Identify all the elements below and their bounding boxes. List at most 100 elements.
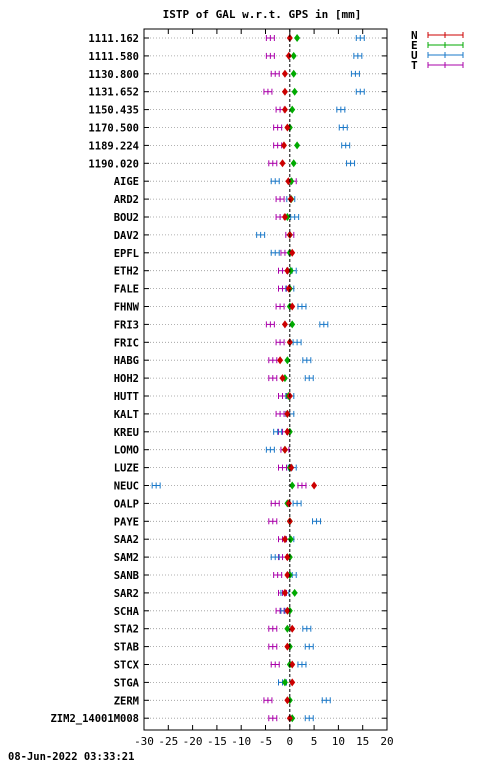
point-E xyxy=(287,266,294,275)
point-N xyxy=(281,105,288,114)
point-N xyxy=(279,374,286,383)
point-E xyxy=(281,678,288,687)
point-N xyxy=(284,427,291,436)
station-label: HOH2 xyxy=(114,373,139,385)
point-U xyxy=(350,70,360,77)
station-label: 1189.224 xyxy=(88,140,139,152)
station-label: 1190.020 xyxy=(88,158,139,170)
station-label: SAA2 xyxy=(114,534,139,546)
legend-swatch xyxy=(427,32,464,38)
point-N xyxy=(281,445,288,454)
point-N xyxy=(281,213,288,221)
point-N xyxy=(284,123,291,132)
x-tick-label: -20 xyxy=(183,735,203,748)
point-N xyxy=(289,624,296,633)
station-label: ZIM2_14001M008 xyxy=(50,713,139,725)
point-T xyxy=(265,35,275,41)
point-E xyxy=(287,535,294,544)
station-label: 1130.800 xyxy=(88,69,139,81)
point-U xyxy=(338,124,348,131)
station-label: HUTT xyxy=(114,391,139,403)
point-T xyxy=(263,697,273,704)
station-label: ARD2 xyxy=(114,194,139,206)
point-U xyxy=(270,249,280,256)
station-label: SANB xyxy=(114,570,139,582)
point-T xyxy=(275,410,285,417)
point-U xyxy=(302,625,312,632)
station-label: SAM2 xyxy=(114,552,139,564)
point-T xyxy=(263,88,273,95)
point-E xyxy=(290,159,297,168)
point-N xyxy=(281,87,288,96)
point-T xyxy=(270,70,280,77)
station-label: NEUC xyxy=(114,481,139,493)
legend-label: T xyxy=(411,59,418,72)
x-tick-label: -30 xyxy=(134,735,154,748)
point-U xyxy=(346,160,356,167)
station-label: PAYE xyxy=(114,516,139,528)
chart-title: ISTP of GAL w.r.t. GPS in [mm] xyxy=(163,8,362,21)
point-U xyxy=(304,375,314,382)
point-T xyxy=(297,482,307,489)
point-U xyxy=(151,482,161,489)
x-tick-label: -10 xyxy=(231,735,251,748)
point-E xyxy=(289,320,296,329)
point-N xyxy=(285,499,292,508)
x-tick-label: -25 xyxy=(158,735,178,748)
grid xyxy=(144,37,387,719)
point-N xyxy=(289,678,296,687)
point-T xyxy=(275,339,285,346)
point-T xyxy=(278,464,288,471)
point-N xyxy=(284,696,291,705)
point-U xyxy=(312,518,322,525)
point-N xyxy=(285,284,292,293)
point-T xyxy=(268,160,278,167)
station-label: EPFL xyxy=(114,248,139,260)
legend-swatch xyxy=(427,42,464,48)
point-N xyxy=(289,302,296,311)
x-tick-label: 15 xyxy=(356,735,369,748)
point-N xyxy=(285,51,292,60)
plot-frame xyxy=(143,28,388,731)
point-E xyxy=(290,69,297,78)
point-T xyxy=(270,500,280,507)
x-tick-label: -15 xyxy=(207,735,227,748)
point-U xyxy=(304,643,314,650)
point-E xyxy=(290,51,297,60)
point-N xyxy=(284,606,291,615)
station-label: HABG xyxy=(114,355,139,367)
point-U xyxy=(302,357,312,364)
station-label: KALT xyxy=(114,409,139,421)
point-N xyxy=(281,535,288,544)
point-T xyxy=(275,196,285,203)
point-U xyxy=(290,214,300,220)
station-label: FHNW xyxy=(114,302,140,314)
point-U xyxy=(304,715,314,722)
x-tick-label: 20 xyxy=(380,735,393,748)
station-label: OALP xyxy=(114,498,139,510)
point-E xyxy=(294,34,301,42)
station-label: STAB xyxy=(114,642,139,654)
station-label: SCHA xyxy=(114,606,140,618)
timestamp: 08-Jun-2022 03:33:21 xyxy=(8,751,134,763)
point-T xyxy=(268,518,278,525)
point-N xyxy=(284,266,291,275)
station-label: FALE xyxy=(114,284,139,296)
point-N xyxy=(284,553,291,562)
point-U xyxy=(270,554,280,561)
point-N xyxy=(279,159,286,168)
point-T xyxy=(273,142,283,149)
point-N xyxy=(284,642,291,651)
point-T xyxy=(273,124,283,131)
station-label: 1170.500 xyxy=(88,123,139,135)
point-N xyxy=(287,195,294,204)
point-U xyxy=(273,428,283,435)
point-U xyxy=(292,339,302,346)
point-U xyxy=(265,446,275,453)
point-T xyxy=(268,715,278,722)
point-T xyxy=(273,572,283,578)
point-T xyxy=(268,625,278,632)
point-T xyxy=(268,643,278,650)
